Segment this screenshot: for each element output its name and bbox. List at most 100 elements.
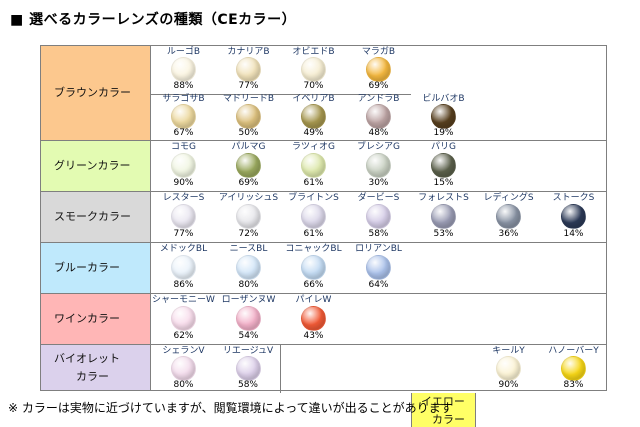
- lens-color-swatch: [171, 356, 196, 381]
- lens-cell: ニースBL 80%: [216, 243, 281, 293]
- lens-color-swatch: [366, 255, 391, 280]
- lens-transmittance: 72%: [238, 229, 259, 239]
- lens-cell: アンドラB 48%: [346, 93, 411, 141]
- lens-name: ローザンヌW: [221, 295, 276, 305]
- lens-cell: パイレW 43%: [281, 294, 346, 344]
- category-label: スモークカラー: [41, 192, 151, 242]
- lens-color-swatch: [236, 104, 261, 129]
- lens-name: ブレシアG: [357, 142, 400, 152]
- lens-name: ニースBL: [229, 244, 268, 254]
- lens-cell: ビルバオB 19%: [411, 93, 476, 141]
- lens-cell: マラガB 69%: [346, 46, 411, 95]
- lens-transmittance: 50%: [238, 128, 259, 138]
- lens-cell: ストークS 14%: [541, 192, 606, 242]
- lens-transmittance: 19%: [433, 128, 454, 138]
- lens-subrow: メドックBL 86% ニースBL 80% コニャックBL 66% ロリアンBL 64%: [151, 243, 606, 293]
- lens-transmittance: 58%: [368, 229, 389, 239]
- category-content: レスターS 77% アイリッシュS 72% ブライトンS 61% ダービーS 58% フォレスト…: [151, 192, 606, 242]
- lens-color-swatch: [496, 356, 521, 381]
- lens-transmittance: 15%: [433, 178, 454, 188]
- lens-name: パイレW: [295, 295, 332, 305]
- lens-transmittance: 88%: [173, 81, 194, 91]
- lens-transmittance: 58%: [237, 380, 258, 390]
- lens-name: リエージュV: [222, 346, 274, 356]
- lens-color-swatch: [171, 104, 196, 129]
- lens-name: アンドラB: [357, 94, 400, 104]
- category-content: ルーゴB 88% カナリアB 77% オビエドB 70% マラガB 69% サラゴサB 67% マド…: [151, 46, 606, 140]
- lens-cell: パルマG 69%: [216, 141, 281, 191]
- lens-cell: サラゴサB 67%: [151, 93, 216, 141]
- lens-cell: コモG 90%: [151, 141, 216, 191]
- lens-cell: コニャックBL 66%: [281, 243, 346, 293]
- lens-name: フォレストS: [418, 193, 469, 203]
- lens-color-swatch: [236, 57, 261, 82]
- lens-transmittance: 77%: [238, 81, 259, 91]
- category-row: グリーンカラー コモG 90% パルマG 69% ラツィオG 61% ブレシアG 30% パリG 1…: [41, 141, 606, 192]
- category-label: イエロー カラー: [411, 393, 476, 427]
- lens-cell: ダービーS 58%: [346, 192, 411, 242]
- lens-cell: ローザンヌW 54%: [216, 294, 281, 344]
- lens-cell: アイリッシュS 72%: [216, 192, 281, 242]
- lens-cell: ハノーバーY 83%: [541, 345, 606, 393]
- lens-transmittance: 70%: [303, 81, 324, 91]
- lens-name: マドリードB: [222, 94, 275, 104]
- category-label: グリーンカラー: [41, 141, 151, 191]
- lens-cell: シェランV 80%: [151, 345, 216, 393]
- lens-name: イベリアB: [292, 94, 335, 104]
- lens-cell: パリG 15%: [411, 141, 476, 191]
- lens-transmittance: 36%: [498, 229, 519, 239]
- lens-color-swatch: [301, 255, 326, 280]
- lens-transmittance: 69%: [238, 178, 259, 188]
- lens-color-swatch: [366, 104, 391, 129]
- lens-name: マラガB: [361, 47, 396, 57]
- lens-cell: オビエドB 70%: [281, 46, 346, 95]
- lens-transmittance: 67%: [173, 128, 194, 138]
- lens-subrow: レスターS 77% アイリッシュS 72% ブライトンS 61% ダービーS 58% フォレスト…: [151, 192, 606, 242]
- lens-name: ルーゴB: [166, 47, 201, 57]
- lens-color-swatch: [235, 356, 261, 381]
- lens-transmittance: 43%: [303, 331, 324, 341]
- lens-name: ラツィオG: [292, 142, 335, 152]
- lens-transmittance: 49%: [303, 128, 324, 138]
- lens-cell: ロリアンBL 64%: [346, 243, 411, 293]
- lens-subrow: ルーゴB 88% カナリアB 77% オビエドB 70% マラガB 69%: [151, 46, 606, 95]
- lens-subrow: シャーモニーW 62% ローザンヌW 54% パイレW 43%: [151, 294, 606, 344]
- lens-cell: ブライトンS 61%: [281, 192, 346, 242]
- lens-color-swatch: [431, 204, 456, 229]
- lens-cell: ラツィオG 61%: [281, 141, 346, 191]
- lens-name: ロリアンBL: [355, 244, 402, 254]
- lens-color-swatch: [301, 104, 326, 129]
- lens-cell: レディングS 36%: [476, 192, 541, 242]
- lens-color-swatch: [366, 57, 391, 82]
- lens-transmittance: 62%: [173, 331, 194, 341]
- lens-subrow: サラゴサB 67% マドリードB 50% イベリアB 49% アンドラB 48% ビルバオB 19…: [151, 93, 606, 140]
- lens-color-swatch: [171, 153, 196, 178]
- lens-color-swatch: [301, 306, 326, 331]
- lens-cell: キールY 90%: [476, 345, 541, 393]
- lens-name: オビエドB: [292, 47, 335, 57]
- lens-name: レスターS: [162, 193, 205, 203]
- lens-color-swatch: [366, 153, 391, 178]
- lens-name: レディングS: [483, 193, 534, 203]
- lens-transmittance: 80%: [173, 380, 194, 390]
- lens-color-swatch: [561, 204, 586, 229]
- lens-name: ビルバオB: [422, 94, 465, 104]
- lens-transmittance: 53%: [433, 229, 454, 239]
- lens-name: シャーモニーW: [152, 295, 215, 305]
- lens-color-swatch: [431, 153, 456, 178]
- category-row: ブルーカラー メドックBL 86% ニースBL 80% コニャックBL 66% ロリアンBL 6…: [41, 243, 606, 294]
- lens-transmittance: 30%: [368, 178, 389, 188]
- lens-cell: フォレストS 53%: [411, 192, 476, 242]
- lens-transmittance: 86%: [173, 280, 194, 290]
- lens-subrow: シェランV 80% リエージュV 58% キールY 90% ハノーバーY 83% イエロー カラ…: [151, 345, 606, 427]
- lens-cell: マドリードB 50%: [216, 93, 281, 141]
- lens-name: キールY: [492, 346, 525, 356]
- lens-color-swatch: [431, 104, 456, 129]
- footnote: ※ カラーは実物に近づけていますが、閲覧環境によって違いが出ることがあります: [8, 401, 453, 415]
- color-lens-table: ブラウンカラー ルーゴB 88% カナリアB 77% オビエドB 70% マラガB 69% サラゴ…: [40, 45, 607, 427]
- lens-color-swatch: [171, 255, 196, 280]
- category-label: ブルーカラー: [41, 243, 151, 293]
- category-label: バイオレット カラー: [41, 345, 151, 390]
- lens-transmittance: 61%: [303, 229, 324, 239]
- lens-name: シェランV: [162, 346, 205, 356]
